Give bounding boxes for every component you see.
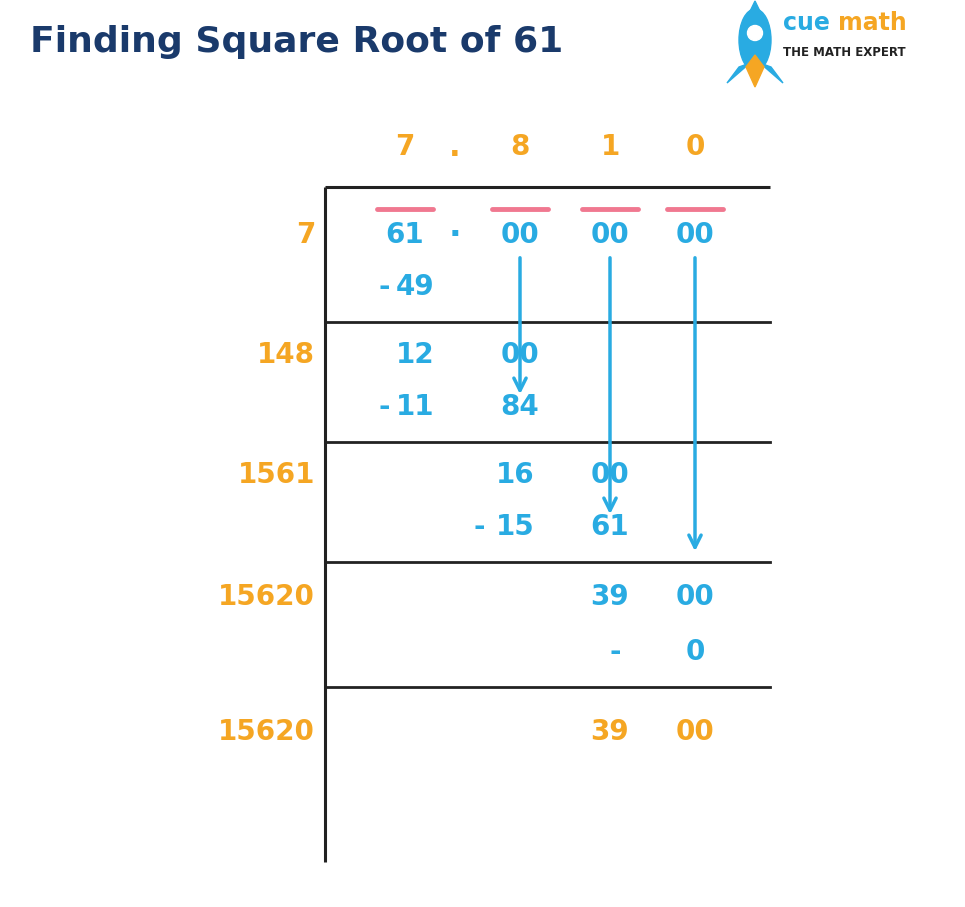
Text: 0: 0 <box>685 638 704 666</box>
Polygon shape <box>760 63 783 83</box>
Text: -: - <box>474 513 485 541</box>
Text: .: . <box>449 132 461 161</box>
Text: -: - <box>378 273 390 301</box>
Text: 00: 00 <box>591 461 629 489</box>
Text: ·: · <box>449 219 461 251</box>
Text: 39: 39 <box>591 583 629 611</box>
Text: cue: cue <box>783 11 830 35</box>
Text: 84: 84 <box>501 393 539 421</box>
Text: 39: 39 <box>591 718 629 746</box>
Text: 00: 00 <box>676 583 714 611</box>
Text: Finding Square Root of 61: Finding Square Root of 61 <box>30 25 564 59</box>
Text: 15620: 15620 <box>218 718 315 746</box>
Circle shape <box>748 25 762 41</box>
Text: 49: 49 <box>396 273 434 301</box>
Text: THE MATH EXPERT: THE MATH EXPERT <box>783 45 905 58</box>
Text: 16: 16 <box>496 461 535 489</box>
Polygon shape <box>741 1 769 30</box>
Text: 7: 7 <box>396 133 415 161</box>
Text: 00: 00 <box>676 718 714 746</box>
Polygon shape <box>727 63 750 83</box>
Text: -: - <box>609 638 620 666</box>
Text: 15: 15 <box>496 513 535 541</box>
Text: math: math <box>838 11 907 35</box>
Text: 61: 61 <box>386 221 425 249</box>
Text: 15620: 15620 <box>218 583 315 611</box>
Text: 11: 11 <box>396 393 434 421</box>
Polygon shape <box>746 55 764 87</box>
Text: 8: 8 <box>510 133 530 161</box>
Text: -: - <box>378 393 390 421</box>
Text: 00: 00 <box>676 221 714 249</box>
Text: 1: 1 <box>600 133 620 161</box>
Text: 00: 00 <box>501 341 539 369</box>
Text: 61: 61 <box>591 513 629 541</box>
Text: 00: 00 <box>501 221 539 249</box>
Ellipse shape <box>739 9 771 71</box>
Text: 12: 12 <box>396 341 434 369</box>
Text: 0: 0 <box>685 133 704 161</box>
Text: 148: 148 <box>257 341 315 369</box>
Text: 00: 00 <box>591 221 629 249</box>
Text: 1561: 1561 <box>237 461 315 489</box>
Text: 7: 7 <box>295 221 315 249</box>
